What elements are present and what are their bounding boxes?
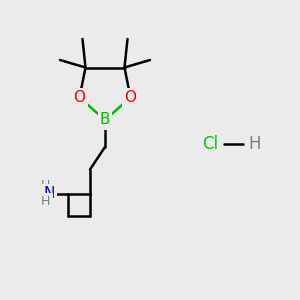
Text: Cl: Cl (202, 135, 218, 153)
Text: B: B (100, 112, 110, 128)
Text: N: N (44, 186, 55, 201)
Text: H: H (249, 135, 261, 153)
Text: O: O (124, 90, 136, 105)
Text: O: O (74, 90, 86, 105)
Text: H: H (41, 195, 51, 208)
Text: H: H (41, 178, 51, 192)
